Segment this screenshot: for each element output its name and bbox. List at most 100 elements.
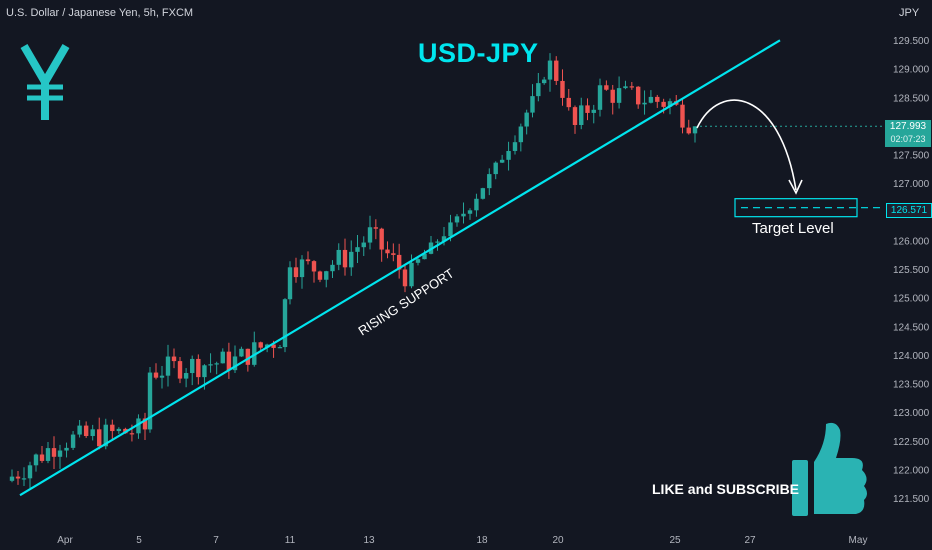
- y-tick-label: 126.000: [893, 236, 930, 247]
- candle-body: [282, 299, 288, 348]
- candle-body: [402, 269, 408, 287]
- candle-body: [355, 247, 360, 252]
- candle-body: [202, 365, 207, 378]
- candle-body: [454, 216, 460, 223]
- candle-body: [560, 80, 565, 98]
- y-tick-label: 129.000: [893, 65, 930, 76]
- candle-body: [57, 450, 63, 457]
- candle-body: [153, 372, 159, 378]
- candle-body: [271, 344, 276, 348]
- candle-body: [396, 254, 402, 270]
- thumbs-up-icon: [792, 460, 808, 516]
- y-tick-label: 123.000: [893, 408, 930, 419]
- x-tick-label: 7: [213, 535, 219, 546]
- candle-body: [686, 127, 691, 134]
- candle-body: [214, 363, 219, 365]
- candle-body: [661, 101, 666, 107]
- candle-body: [530, 96, 535, 113]
- candle-body: [277, 347, 283, 349]
- candle-body: [305, 259, 311, 262]
- candle-body: [287, 267, 293, 300]
- candle-body: [45, 448, 51, 461]
- candle-body: [642, 102, 647, 105]
- candle-body: [27, 465, 33, 479]
- candle-body: [342, 249, 348, 268]
- candle-body: [336, 249, 341, 265]
- candle-body: [610, 89, 615, 103]
- like-subscribe-label: LIKE and SUBSCRIBE: [652, 481, 800, 497]
- target-price-tag: 126.571: [886, 203, 932, 218]
- candle-body: [97, 429, 102, 447]
- candle-body: [330, 264, 335, 272]
- y-tick-label: 128.500: [893, 93, 930, 104]
- candle-body: [293, 267, 299, 278]
- candle-body: [579, 105, 584, 125]
- projection-arrow: [696, 99, 797, 191]
- y-tick-label: 123.500: [893, 380, 930, 391]
- candle-body: [136, 418, 141, 434]
- candle-body: [129, 433, 135, 435]
- countdown-value: 02:07:23: [890, 134, 926, 144]
- currency-label: JPY: [899, 7, 920, 19]
- candle-body: [448, 222, 453, 237]
- y-tick-label: 124.000: [893, 351, 930, 362]
- candle-body: [487, 174, 492, 189]
- y-tick-label: 125.000: [893, 294, 930, 305]
- candle-body: [467, 210, 473, 214]
- candle-body: [21, 478, 27, 480]
- candle-body: [110, 424, 115, 432]
- candle-body: [422, 253, 427, 260]
- y-tick-label: 122.500: [893, 437, 930, 448]
- y-tick-label: 125.500: [893, 265, 930, 276]
- candle-body: [493, 162, 498, 175]
- candle-body: [183, 373, 189, 379]
- thumbs-up-icon-hand: [814, 422, 867, 514]
- y-tick-label: 121.500: [893, 494, 930, 505]
- x-tick-label: Apr: [57, 535, 73, 546]
- candle-body: [499, 159, 505, 163]
- yen-icon: [20, 43, 70, 90]
- candle-body: [258, 342, 263, 348]
- candle-body: [39, 454, 45, 461]
- candle-body: [547, 60, 553, 80]
- candle-body: [220, 351, 225, 364]
- candle-body: [474, 198, 479, 211]
- candle-body: [518, 126, 524, 143]
- candle-body: [635, 86, 641, 105]
- y-tick-label: 129.500: [893, 36, 930, 47]
- candle-body: [480, 188, 486, 199]
- y-tick-label: 127.000: [893, 179, 930, 190]
- candle-body: [585, 105, 590, 113]
- current-price-tag: 127.993 02:07:23: [885, 120, 931, 147]
- candle-body: [554, 60, 559, 81]
- candle-body: [604, 85, 609, 90]
- candle-body: [9, 476, 15, 481]
- candle-body: [623, 86, 628, 89]
- candle-body: [147, 372, 153, 430]
- candle-body: [232, 356, 238, 371]
- candle-body: [361, 242, 366, 248]
- candle-body: [33, 454, 39, 466]
- candle-body: [252, 342, 257, 365]
- candle-body: [116, 428, 122, 432]
- candle-body: [524, 112, 529, 127]
- candle-body: [299, 259, 305, 278]
- candle-body: [190, 358, 195, 374]
- candle-body: [51, 448, 57, 457]
- candle-body: [367, 227, 373, 243]
- candle-body: [208, 364, 213, 366]
- x-tick-label: 25: [669, 535, 681, 546]
- x-tick-label: 18: [476, 535, 488, 546]
- x-tick-label: May: [849, 535, 868, 546]
- candle-body: [435, 241, 440, 243]
- symbol-label: U.S. Dollar / Japanese Yen, 5h, FXCM: [6, 7, 194, 19]
- candle-body: [409, 262, 414, 287]
- candle-body: [655, 96, 660, 102]
- candle-body: [142, 418, 148, 430]
- y-tick-label: 122.000: [893, 465, 930, 476]
- candle-body: [317, 271, 323, 280]
- target-level-label: Target Level: [752, 220, 834, 237]
- candle-body: [324, 271, 329, 280]
- candle-body: [512, 142, 518, 151]
